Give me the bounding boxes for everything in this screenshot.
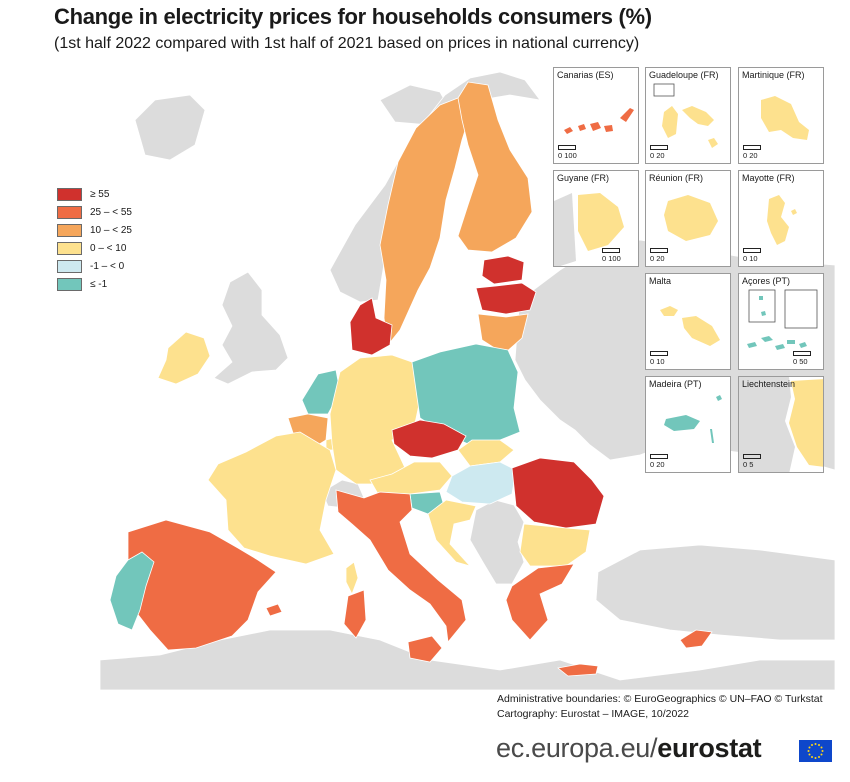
chart-title: Change in electricity prices for househo… [54,4,652,29]
country-estonia [481,255,525,285]
legend-item: 25 – < 55 [57,203,132,221]
credits-cartography: Cartography: Eurostat – IMAGE, 10/2022 [497,708,690,720]
credits-boundaries: Administrative boundaries: © EuroGeograp… [497,693,823,705]
country-bulgaria [519,523,591,567]
inset-guyane-map [554,193,624,266]
inset-label: Mayotte (FR) [742,173,795,183]
country-slovakia [457,439,515,467]
map-legend: ≥ 55 25 – < 55 10 – < 25 0 – < 10 -1 – <… [57,185,132,293]
country-italy [335,489,467,643]
eurostat-url: ec.europa.eu/eurostat [496,733,762,763]
country-cyprus [679,629,713,649]
country-hungary [445,461,517,505]
legend-item: 10 – < 25 [57,221,132,239]
inset-label: Madeira (PT) [649,379,702,389]
legend-label: 0 – < 10 [90,242,127,254]
inset-label: Liechtenstein [742,379,796,389]
legend-item: 0 – < 10 [57,239,132,257]
inset-madeira: Madeira (PT) 0 20 [645,376,731,473]
country-france [207,431,337,565]
region-turkey [595,544,835,641]
country-crete [557,663,599,677]
legend-swatch [57,223,82,237]
inset-canarias-map [564,108,634,134]
country-portugal [109,551,155,631]
inset-acores-map [747,289,818,350]
inset-reunion-map [664,195,718,241]
country-latvia [475,282,537,315]
inset-label: Martinique (FR) [742,70,805,80]
country-corsica [345,561,359,595]
scale-bar: 0 20 [650,145,668,160]
legend-swatch [57,205,82,219]
inset-liechtenstein-map [739,377,823,472]
country-ireland [157,331,211,385]
inset-malta-map [660,306,720,346]
region-balkans [469,499,525,585]
inset-mayotte-map [767,195,797,245]
scale-bar: 0 50 [793,351,811,366]
country-romania [511,457,605,529]
country-finland [457,81,533,253]
legend-swatch [57,259,82,273]
inset-guyane: Guyane (FR) 0 100 [553,170,639,267]
legend-item: -1 – < 0 [57,257,132,275]
legend-swatch [57,187,82,201]
legend-label: -1 – < 0 [90,260,125,272]
country-denmark [349,297,393,356]
inset-martinique-map [761,96,809,140]
scale-bar: 0 100 [558,145,577,160]
inset-canarias: Canarias (ES) 0 100 [553,67,639,164]
inset-guadeloupe-map [653,83,718,148]
legend-label: ≤ -1 [90,278,108,290]
inset-label: Açores (PT) [742,276,791,286]
country-germany [329,354,421,485]
inset-label: Réunion (FR) [649,173,704,183]
legend-item: ≤ -1 [57,275,132,293]
scale-bar: 0 10 [650,351,668,366]
inset-label: Malta [649,276,672,286]
legend-label: 25 – < 55 [90,206,132,218]
legend-label: ≥ 55 [90,188,110,200]
country-sardinia [343,589,367,639]
inset-label: Guyane (FR) [557,173,610,183]
inset-mayotte: Mayotte (FR) 0 10 [738,170,824,267]
inset-reunion: Réunion (FR) 0 20 [645,170,731,267]
inset-madeira-map [664,395,722,443]
country-sicily [407,635,443,663]
country-sweden [379,97,471,346]
scale-bar: 0 100 [602,248,621,263]
scale-bar: 0 20 [743,145,761,160]
legend-label: 10 – < 25 [90,224,132,236]
inset-liechtenstein: Liechtenstein 0 5 [738,376,824,473]
eu-flag-icon [799,740,832,762]
country-greece [505,563,575,641]
inset-malta: Malta 0 10 [645,273,731,370]
inset-label: Canarias (ES) [557,70,614,80]
country-balearics [265,603,283,617]
inset-martinique: Martinique (FR) 0 20 [738,67,824,164]
credits: Administrative boundaries: © EuroGeograp… [497,692,823,722]
legend-item: ≥ 55 [57,185,132,203]
inset-acores: Açores (PT) 0 50 [738,273,824,370]
inset-label: Guadeloupe (FR) [649,70,719,80]
legend-swatch [57,277,82,291]
region-greenland [134,94,206,161]
inset-guadeloupe: Guadeloupe (FR) 0 20 [645,67,731,164]
scale-bar: 0 10 [743,248,761,263]
country-lithuania [477,313,529,355]
legend-swatch [57,241,82,255]
country-croatia [427,499,477,567]
chart-subtitle: (1st half 2022 compared with 1st half of… [54,35,640,52]
scale-bar: 0 5 [743,454,761,469]
scale-bar: 0 20 [650,454,668,469]
scale-bar: 0 20 [650,248,668,263]
region-uk [213,271,289,385]
